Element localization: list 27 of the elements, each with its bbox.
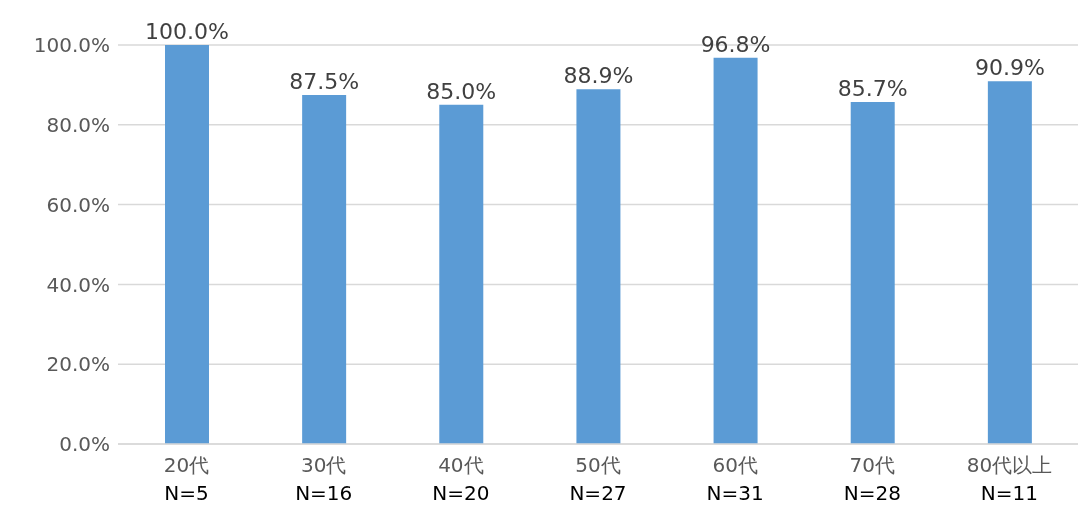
data-label: 85.0% <box>426 78 497 104</box>
x-tick-label: 60代 N=31 <box>706 453 764 505</box>
bar <box>987 81 1032 444</box>
y-tick-label: 40.0% <box>46 272 110 297</box>
y-tick-label: 20.0% <box>46 352 110 377</box>
bar <box>850 102 895 444</box>
x-tick-label: 80代以上 N=11 <box>966 453 1053 505</box>
x-tick-label: 50代 N=27 <box>569 453 627 505</box>
bar <box>576 89 621 444</box>
y-tick-label: 100.0% <box>33 33 110 58</box>
y-tick-label: 80.0% <box>46 112 110 137</box>
bar <box>713 57 758 444</box>
x-tick-label: 40代 N=20 <box>432 453 490 505</box>
data-label: 85.7% <box>837 76 908 102</box>
data-label: 100.0% <box>145 19 229 44</box>
x-tick-label: 30代 N=16 <box>295 453 353 505</box>
bar <box>302 94 347 444</box>
bar <box>165 45 209 444</box>
data-label: 87.5% <box>289 68 360 94</box>
bar <box>439 104 484 444</box>
y-tick-label: 60.0% <box>46 192 110 217</box>
data-label: 88.9% <box>563 63 634 89</box>
data-label: 96.8% <box>700 31 771 57</box>
x-tick-label: 70代 N=28 <box>843 453 901 505</box>
data-label: 90.9% <box>974 55 1045 81</box>
x-tick-label: 20代 N=5 <box>163 453 210 505</box>
y-tick-label: 0.0% <box>59 432 110 457</box>
